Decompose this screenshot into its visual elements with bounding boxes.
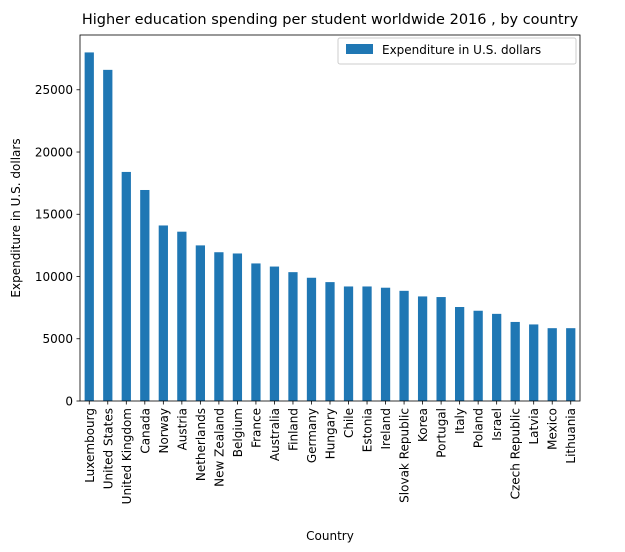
x-tick-label: Latvia: [527, 408, 541, 445]
x-axis-label: Country: [306, 529, 354, 543]
bar-belgium: [232, 253, 243, 401]
bar-germany: [306, 277, 317, 401]
x-tick-label: Chile: [342, 408, 356, 438]
legend: Expenditure in U.S. dollars: [337, 37, 577, 65]
x-tick-label: United Kingdom: [120, 408, 134, 504]
y-tick-label: 10000: [35, 270, 73, 284]
bar-poland: [473, 310, 483, 401]
x-tick-label: Australia: [268, 408, 282, 461]
x-tick-label: Germany: [305, 408, 319, 463]
x-tick-label: Netherlands: [194, 408, 208, 481]
bar-korea: [417, 296, 428, 401]
x-tick-label: Ireland: [379, 408, 393, 450]
x-axis: Luxembourg United States United Kingdom Can…: [83, 401, 578, 504]
y-tick-label: 0: [65, 394, 73, 408]
bar-ireland: [380, 287, 391, 401]
x-tick-label: Hungary: [324, 408, 338, 459]
bar-netherlands: [195, 245, 205, 401]
bar-portugal: [436, 297, 446, 401]
bar-united-states: [103, 69, 113, 401]
bar-lithuania: [566, 328, 576, 401]
bar-israel: [492, 313, 502, 401]
bar-austria: [177, 231, 187, 401]
bar-australia: [269, 266, 280, 401]
bar-luxembourg: [84, 52, 94, 402]
bar-czech-republic: [510, 321, 520, 401]
bar-hungary: [325, 282, 335, 401]
x-tick-label: Canada: [138, 408, 152, 454]
bar-mexico: [547, 328, 557, 401]
x-tick-label: Korea: [416, 408, 430, 442]
bar-united-kingdom: [121, 171, 131, 401]
bars-group: [84, 52, 576, 402]
x-tick-label: France: [249, 408, 263, 448]
x-tick-label: Austria: [175, 408, 189, 450]
x-tick-label: Luxembourg: [83, 408, 97, 483]
x-tick-label: Norway: [157, 408, 171, 454]
bar-norway: [158, 225, 168, 401]
x-tick-label: Slovak Republic: [398, 408, 412, 503]
bar-latvia: [529, 324, 539, 401]
y-tick-label: 5000: [42, 332, 73, 346]
x-tick-label: United States: [101, 408, 115, 489]
bar-new-zealand: [214, 252, 224, 401]
bar-slovak-republic: [399, 290, 409, 401]
y-tick-label: 20000: [35, 145, 73, 159]
x-tick-label: Finland: [286, 408, 300, 451]
x-tick-label: Mexico: [546, 408, 560, 450]
bar-finland: [288, 272, 298, 401]
y-tick-label: 25000: [35, 83, 73, 97]
legend-box: [337, 37, 577, 65]
bar-estonia: [362, 286, 372, 401]
x-tick-label: Poland: [472, 408, 486, 448]
x-tick-label: Israel: [490, 408, 504, 441]
x-tick-label: New Zealand: [212, 408, 226, 487]
x-tick-label: Italy: [453, 408, 467, 434]
x-tick-label: Lithuania: [564, 408, 578, 464]
x-tick-label: Portugal: [435, 408, 449, 458]
bar-france: [251, 263, 261, 401]
chart-title: Higher education spending per student wo…: [82, 12, 579, 28]
y-axis: 0 5000 10000 15000 20000 25000: [35, 83, 80, 408]
x-tick-label: Estonia: [361, 408, 375, 452]
x-tick-label: Belgium: [231, 408, 245, 457]
bar-canada: [140, 189, 150, 401]
legend-entry: Expenditure in U.S. dollars: [382, 43, 541, 57]
bar-chile: [343, 286, 354, 401]
x-tick-label: Czech Republic: [509, 408, 523, 499]
legend-swatch: [346, 44, 373, 54]
y-axis-label: Expenditure in U.S. dollars: [9, 138, 23, 297]
bar-italy: [455, 307, 465, 401]
y-tick-label: 15000: [35, 208, 73, 222]
